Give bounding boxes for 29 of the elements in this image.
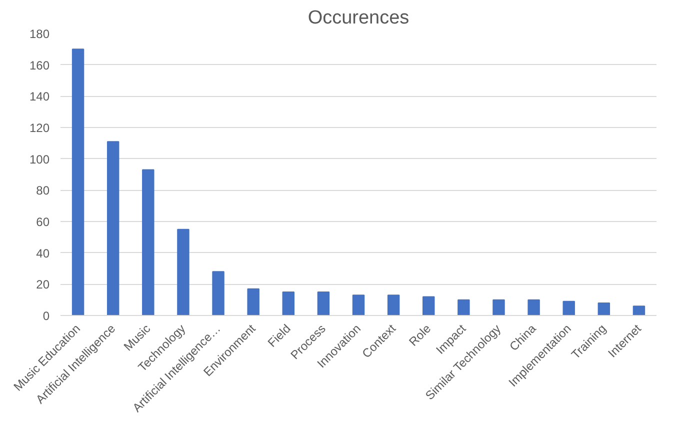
y-tick-label: 40 [36, 246, 50, 260]
y-tick-label: 100 [29, 152, 50, 166]
y-tick-label: 140 [29, 90, 50, 104]
y-tick-label: 180 [29, 27, 50, 41]
bar [142, 169, 154, 316]
bar [387, 294, 400, 316]
bar [72, 48, 84, 316]
bar [177, 228, 190, 316]
bar [422, 296, 435, 316]
bar [352, 294, 365, 316]
bar [632, 306, 646, 316]
bar [317, 292, 330, 316]
bar [458, 299, 470, 316]
bar [106, 141, 120, 316]
y-tick-label: 0 [42, 309, 50, 323]
bar [528, 299, 540, 316]
bar [212, 271, 224, 316]
y-tick-label: 20 [36, 278, 50, 292]
y-tick-label: 60 [36, 215, 50, 229]
y-tick-label: 160 [29, 58, 50, 72]
bar [598, 302, 610, 316]
bar [282, 292, 294, 316]
y-tick-label: 80 [36, 184, 50, 198]
bar [247, 288, 260, 316]
x-tick-label: Role [406, 321, 434, 349]
bar [492, 299, 505, 316]
y-tick-label: 120 [29, 121, 50, 135]
bar [562, 300, 575, 316]
chart-title: Occurences [308, 8, 410, 28]
